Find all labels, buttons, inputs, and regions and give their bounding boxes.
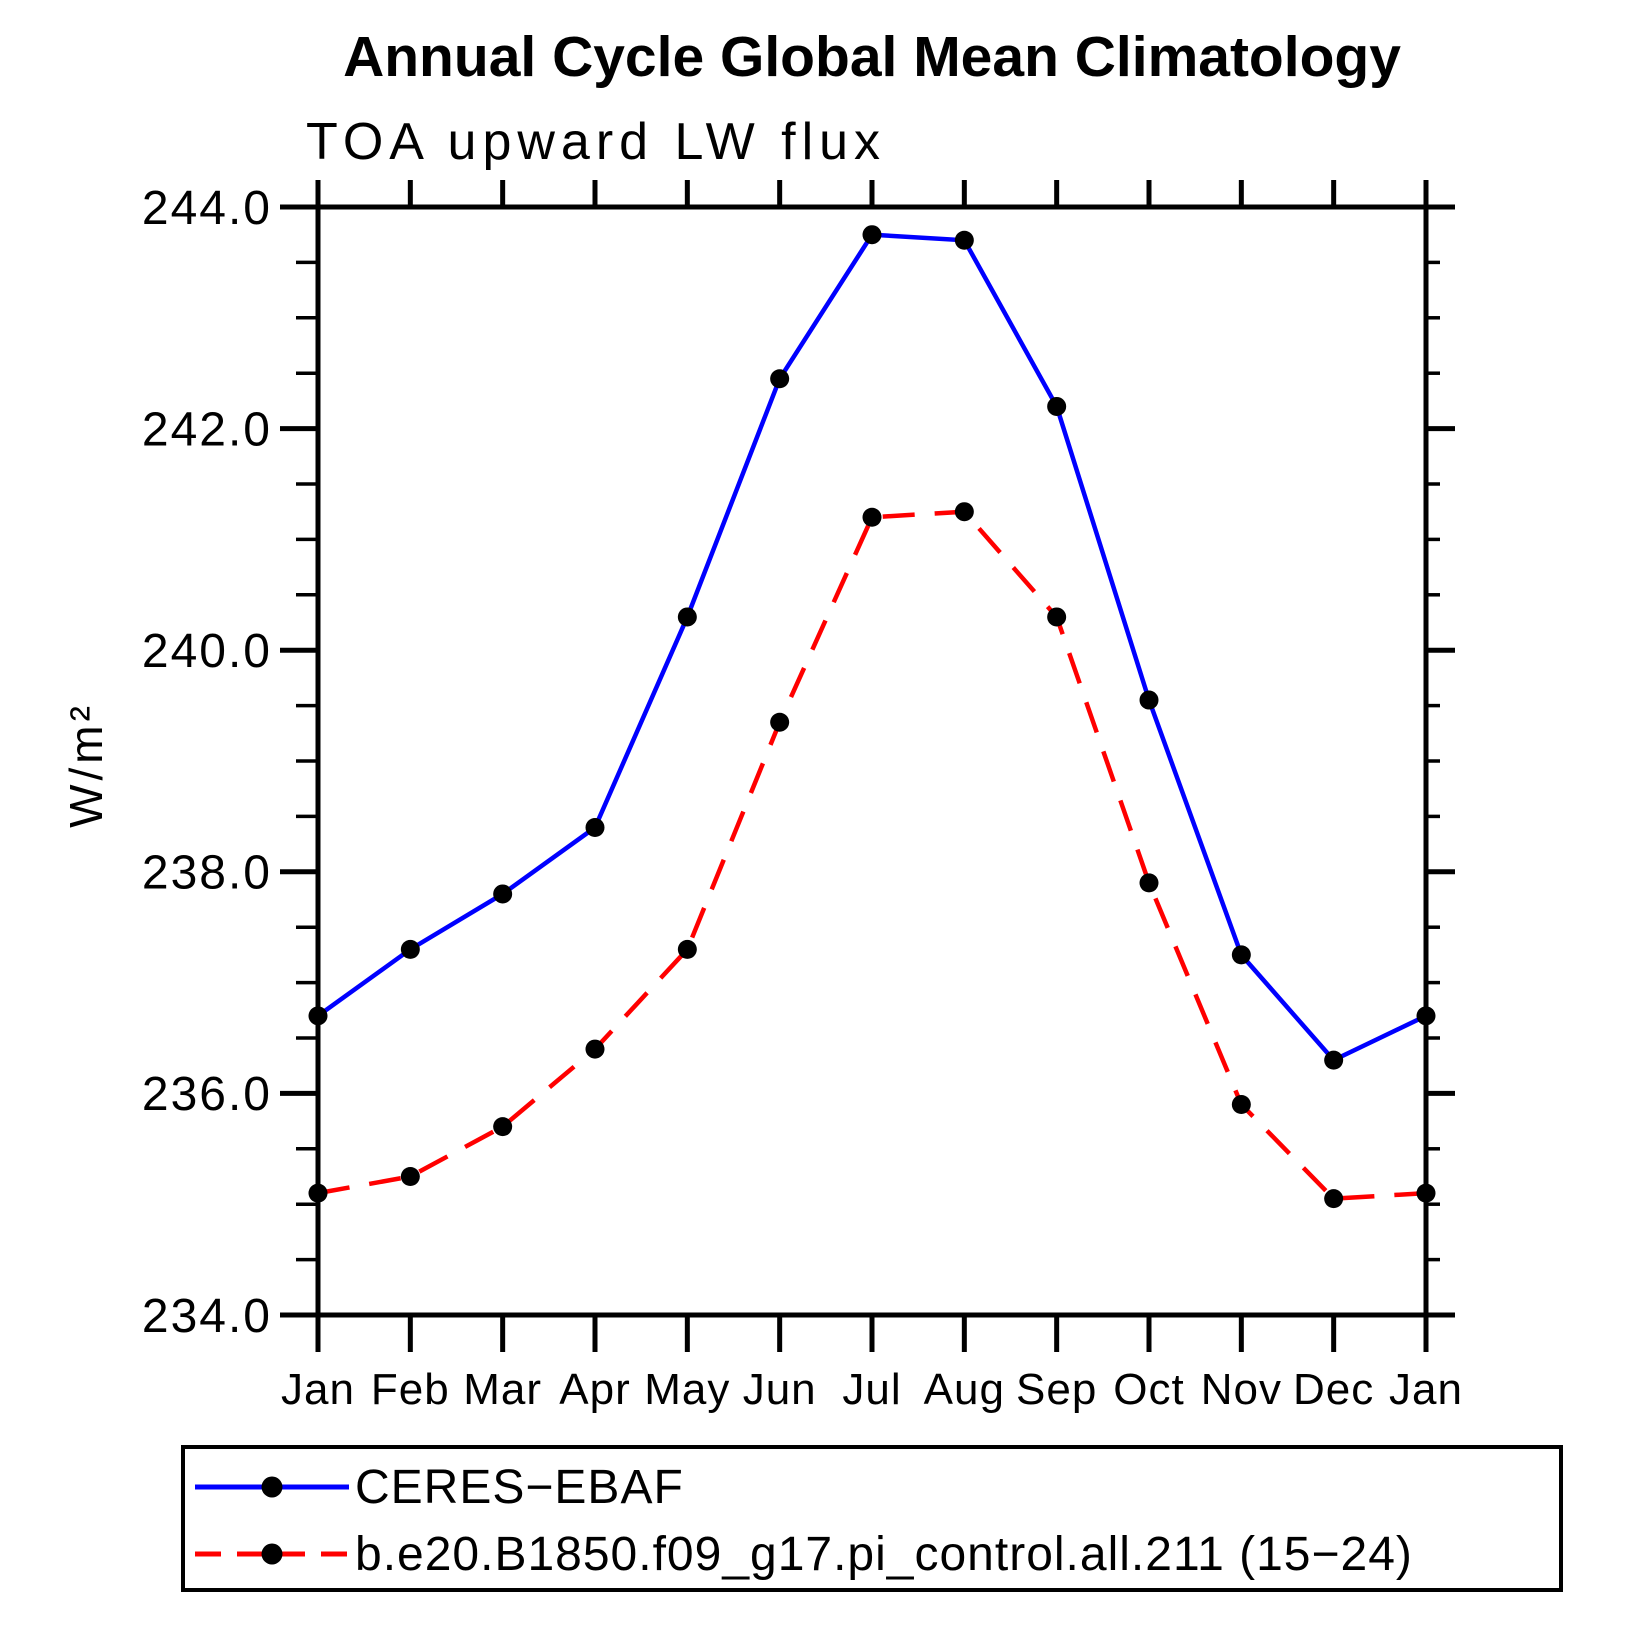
x-tick-label: Aug: [924, 1365, 1005, 1414]
obs-data-point-marker: [954, 230, 974, 250]
chart-subtitle: TOA upward LW flux: [306, 113, 887, 171]
model-data-point-marker: [1047, 607, 1067, 627]
obs-series-line: [316, 232, 1427, 1063]
legend-line-sample-obs: [195, 1476, 349, 1498]
y-tick-label: 238.0: [142, 847, 272, 900]
x-tick-label: Feb: [371, 1365, 450, 1414]
x-tick-label: Jan: [1389, 1365, 1463, 1414]
obs-data-point-marker: [400, 939, 420, 959]
chart-title: Annual Cycle Global Mean Climatology: [343, 25, 1401, 89]
model-data-point-marker: [1231, 1094, 1251, 1114]
y-tick-label: 244.0: [142, 182, 272, 235]
x-tick-label: Jul: [842, 1365, 901, 1414]
model-data-point-marker: [493, 1117, 513, 1137]
x-tick-label: May: [644, 1365, 730, 1414]
model-data-point-marker: [677, 939, 697, 959]
model-data-point-marker: [954, 502, 974, 522]
obs-data-point-marker: [677, 607, 697, 627]
model-data-point-marker: [1139, 873, 1159, 893]
model-series-line: [317, 509, 1427, 1201]
x-tick-label: Jun: [743, 1365, 817, 1414]
y-tick-label: 234.0: [142, 1290, 272, 1343]
obs-data-point-marker: [308, 1006, 328, 1026]
obs-data-point-marker: [1139, 690, 1159, 710]
model-data-point-marker: [400, 1167, 420, 1186]
legend-marker-model: [261, 1543, 283, 1565]
model-data-point-marker: [1324, 1189, 1344, 1209]
obs-data-point-marker: [493, 884, 513, 904]
x-tick-label: Apr: [559, 1365, 630, 1414]
legend: CERES−EBAF b.e20.B1850.f09_g17.pi_contro…: [181, 1445, 1563, 1592]
obs-data-point-marker: [862, 225, 882, 245]
y-tick-label: 236.0: [142, 1068, 272, 1121]
model-data-point-marker: [585, 1039, 605, 1059]
y-tick-label: 242.0: [142, 403, 272, 456]
model-data-point-marker: [770, 712, 790, 732]
legend-line-sample-model: [195, 1543, 349, 1565]
legend-item-obs: CERES−EBAF: [191, 1461, 684, 1514]
x-tick-label: Jan: [281, 1365, 355, 1414]
x-tick-label: Sep: [1016, 1365, 1097, 1414]
obs-data-point-marker: [770, 369, 790, 389]
model-data-point-marker: [308, 1183, 328, 1203]
legend-marker-obs: [261, 1476, 283, 1498]
x-tick-label: Oct: [1113, 1365, 1184, 1414]
model-data-point-marker: [862, 507, 882, 527]
x-tick-label: Nov: [1201, 1365, 1282, 1414]
obs-data-point-marker: [1047, 396, 1067, 416]
x-tick-label: Mar: [463, 1365, 542, 1414]
y-tick-label: 240.0: [142, 625, 272, 678]
x-tick-label: Dec: [1293, 1365, 1374, 1414]
obs-data-point-marker: [1416, 1006, 1436, 1026]
legend-item-model: b.e20.B1850.f09_g17.pi_control.all.211 (…: [191, 1528, 1413, 1581]
legend-label-obs: CERES−EBAF: [355, 1460, 684, 1514]
legend-label-model: b.e20.B1850.f09_g17.pi_control.all.211 (…: [355, 1527, 1413, 1581]
model-data-point-marker: [1416, 1183, 1436, 1203]
obs-data-point-marker: [1324, 1050, 1344, 1070]
obs-data-point-marker: [585, 817, 605, 837]
obs-data-point-marker: [1231, 945, 1251, 965]
